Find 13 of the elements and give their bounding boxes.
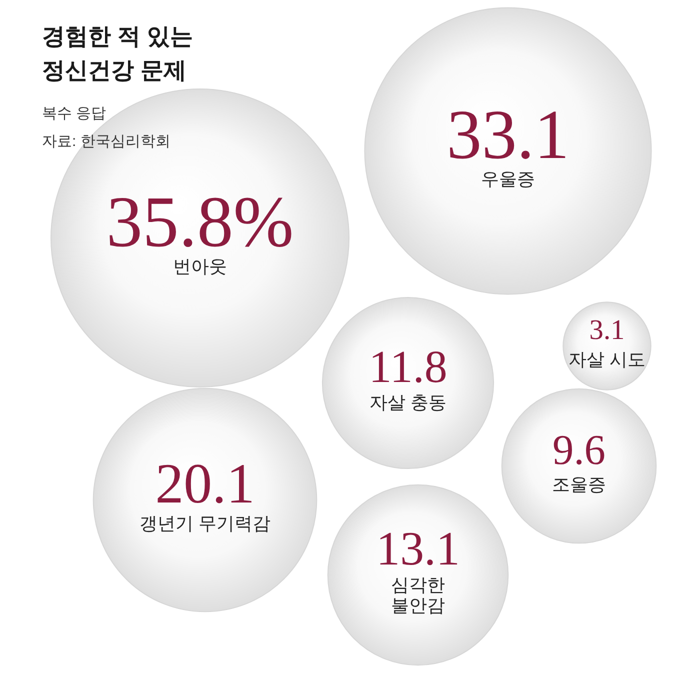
data-label: 11.8: [368, 340, 448, 392]
category-label: 조울증: [552, 474, 606, 494]
category-label: 심각한 불안감: [391, 574, 445, 616]
category-label: 자살 시도: [568, 350, 646, 370]
data-label: 20.1: [155, 452, 255, 516]
data-label: 9.6: [552, 426, 606, 474]
text: 복수 응답: [42, 105, 106, 122]
category-label: 자살 충동: [369, 392, 447, 413]
data-label: 3.1: [589, 315, 625, 346]
category-label: 갱년기 무기력감: [139, 513, 271, 534]
text: 자료: 한국심리학회: [42, 133, 170, 150]
data-label: 13.1: [376, 522, 460, 576]
text: 경험한 적 있는 정신건강 문제: [42, 23, 193, 83]
